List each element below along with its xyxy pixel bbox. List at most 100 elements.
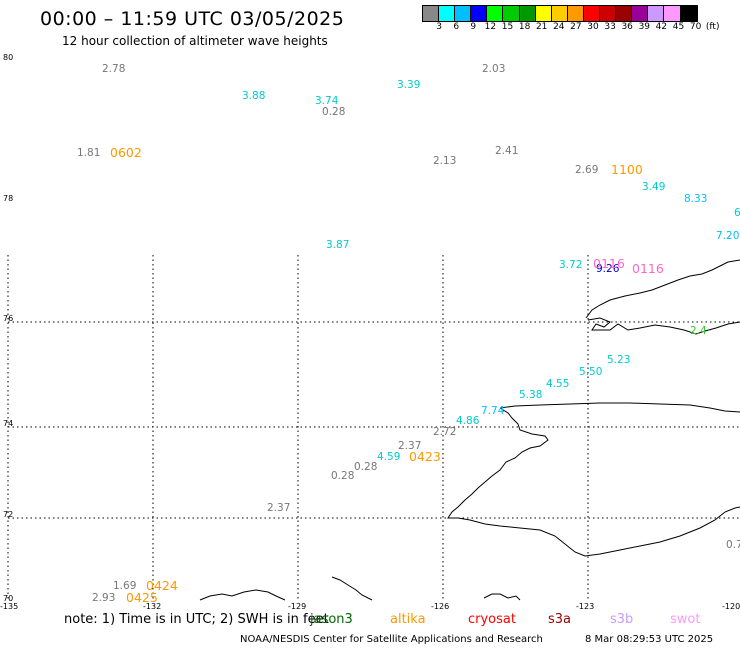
observation: 8.33 — [684, 193, 707, 205]
colorbar-swatch — [535, 6, 552, 21]
colorbar-label: 70 — [689, 22, 702, 32]
observation: 4.55 — [546, 378, 569, 390]
graticule — [7, 255, 740, 600]
colorbar-swatch — [680, 6, 697, 21]
observation: 5.23 — [607, 354, 630, 366]
observation: 1.69 — [113, 580, 136, 592]
pass-time-label: 0425 — [126, 590, 158, 605]
units-note: note: 1) Time is in UTC; 2) SWH is in fe… — [64, 612, 329, 627]
pass-time-label: 0116 — [632, 261, 664, 276]
observation: 2.69 — [575, 164, 598, 176]
coastline — [199, 259, 740, 601]
colorbar-swatch — [455, 6, 472, 21]
observation: 4.59 — [377, 451, 400, 463]
observation: 0.28 — [354, 461, 377, 473]
colorbar-label: 12 — [484, 22, 497, 32]
alaska-coast-east — [331, 576, 373, 601]
colorbar-swatch — [664, 6, 681, 21]
banks-island-coast — [585, 259, 740, 319]
map-subtitle: 12 hour collection of altimeter wave hei… — [62, 34, 328, 48]
colorbar-swatch — [487, 6, 504, 21]
observation: 3.74 — [315, 95, 339, 107]
colorbar-swatch — [648, 6, 665, 21]
observation: 5.50 — [579, 366, 602, 378]
map-title: 00:00 – 11:59 UTC 03/05/2025 — [40, 8, 345, 30]
observation: 2.4 — [690, 325, 707, 337]
lat-label: 72 — [3, 510, 13, 519]
victoria-island-north-coast — [587, 317, 740, 335]
observation: 7.20 — [716, 230, 739, 242]
observation: 3.39 — [397, 79, 420, 91]
legend-jason3: jason3 — [310, 612, 353, 627]
observation: 0.28 — [331, 470, 354, 482]
colorbar-swatch — [616, 6, 633, 21]
colorbar-label: (ft) — [705, 22, 720, 32]
colorbar-label: 3 — [436, 22, 442, 32]
observation: 3.87 — [326, 239, 349, 251]
credit-line: NOAA/NESDIS Center for Satellite Applica… — [240, 634, 543, 645]
observation: 2.72 — [433, 426, 456, 438]
observation: 2.37 — [267, 502, 290, 514]
colorbar-label: 18 — [518, 22, 531, 32]
colorbar-swatch — [423, 6, 440, 21]
observation: 6 — [734, 207, 740, 219]
tuktoyaktuk-mainland-coast — [499, 402, 740, 413]
legend-altika: altika — [390, 612, 426, 627]
observation: 2.78 — [102, 63, 125, 75]
colorbar-label: 36 — [621, 22, 633, 32]
generated-timestamp: 8 Mar 08:29:53 UTC 2025 — [585, 634, 714, 645]
observation: 9.26 — [596, 263, 620, 275]
lat-label: 76 — [3, 314, 13, 323]
lat-label: 74 — [3, 419, 13, 428]
observation: 2.41 — [495, 145, 518, 157]
observation: 2.13 — [433, 155, 456, 167]
colorbar-swatch — [600, 6, 617, 21]
observation: 7.74 — [481, 405, 505, 417]
lat-label: 70 — [3, 594, 13, 603]
pass-time-label: 0116 — [593, 256, 625, 271]
pass-time-labels: 0602 1100 0116 0116 0423 0424 0425 — [110, 145, 664, 605]
observation: 3.88 — [242, 90, 265, 102]
colorbar-label: 21 — [535, 22, 548, 32]
colorbar-swatch — [551, 6, 568, 21]
observation: 0.28 — [322, 106, 345, 118]
lon-label: -126 — [431, 602, 449, 611]
legend-cryosat: cryosat — [468, 612, 516, 627]
colorbar-label: 42 — [655, 22, 668, 32]
wave-height-observations: 2.78 3.88 3.74 0.28 3.39 2.03 1.81 2.13 … — [77, 63, 740, 604]
observation: 2.37 — [398, 440, 421, 452]
colorbar-swatch — [632, 6, 649, 21]
lat-label: 80 — [3, 53, 13, 62]
colorbar-label: 9 — [470, 22, 477, 32]
pass-time-label: 0424 — [146, 578, 178, 593]
lon-label: -129 — [288, 602, 306, 611]
observation: 3.49 — [642, 181, 665, 193]
pass-time-label: 0602 — [110, 145, 142, 160]
colorbar-label: 30 — [587, 22, 599, 32]
lon-label: -132 — [143, 602, 161, 611]
observation: 0.7 — [726, 539, 740, 551]
colorbar-label: 27 — [570, 22, 582, 32]
colorbar-label: 33 — [604, 22, 616, 32]
lon-label: -123 — [576, 602, 594, 611]
wave-height-colorbar — [422, 5, 698, 22]
colorbar-label: 24 — [553, 22, 565, 32]
observation: 3.72 — [559, 259, 582, 271]
colorbar-label: 15 — [501, 22, 514, 32]
lon-label: -120 — [722, 602, 740, 611]
colorbar-labels: 3 6 9 12 15 18 21 24 27 30 33 36 39 42 45 70 (ft) — [422, 22, 740, 34]
lon-label: -135 — [0, 602, 18, 611]
colorbar-swatch — [583, 6, 601, 21]
observation: 5.38 — [519, 389, 542, 401]
colorbar-swatch — [439, 6, 456, 21]
mackenzie-delta-coast — [447, 407, 740, 557]
observation: 4.86 — [456, 415, 480, 427]
alaska-coast-west — [199, 589, 286, 601]
colorbar-swatch — [503, 6, 520, 21]
pass-time-label: 1100 — [611, 162, 643, 177]
observation: 2.03 — [482, 63, 505, 75]
observation: 2.93 — [92, 592, 115, 604]
colorbar-label: 6 — [453, 22, 460, 32]
legend-s3b: s3b — [610, 612, 634, 627]
